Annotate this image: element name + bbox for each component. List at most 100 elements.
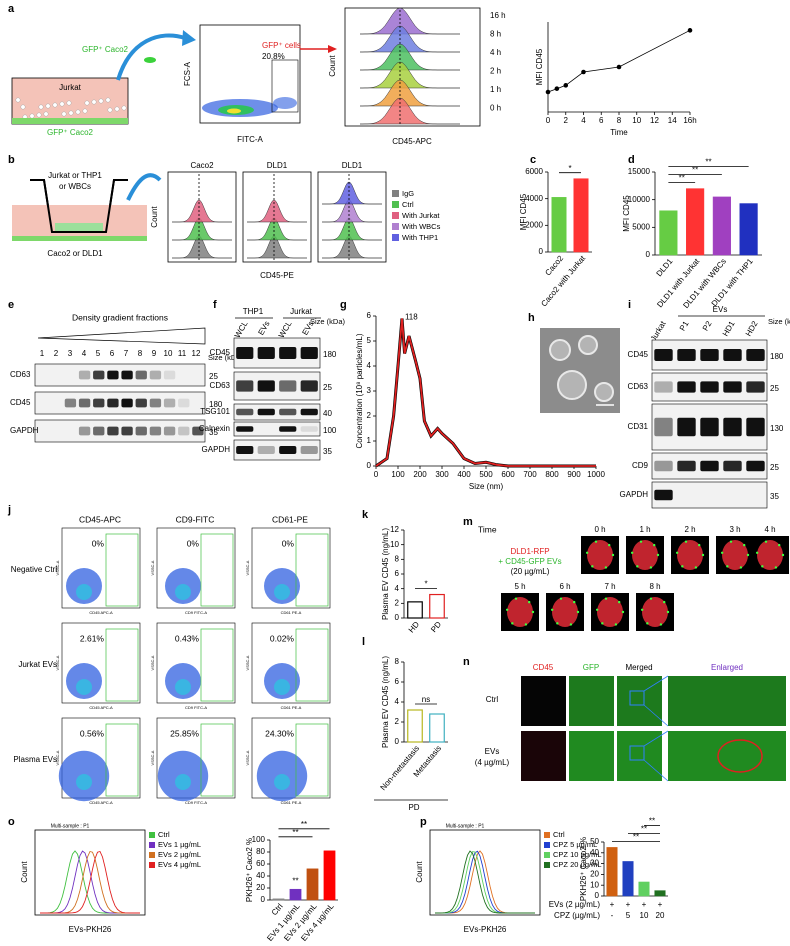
label: FCS-A: [183, 61, 192, 86]
legend-swatch: [544, 832, 550, 838]
band: [192, 426, 204, 436]
label: 1 h: [639, 525, 650, 534]
enlarged-image: [668, 731, 786, 781]
label: (20 µg/mL): [511, 567, 550, 576]
label: 40: [323, 409, 332, 418]
scatter-plot: [156, 527, 236, 609]
cell: [105, 97, 111, 103]
y-tick-label: 0: [395, 613, 400, 622]
label: CD45: [10, 398, 31, 407]
ev: [640, 608, 644, 611]
histogram-curve: [435, 850, 535, 914]
point: [563, 83, 569, 88]
legend-swatch: [392, 190, 399, 197]
label: 5: [96, 349, 101, 358]
y-axis-label: MFI CD45: [519, 193, 528, 230]
condition: +: [658, 900, 663, 909]
label: 2: [54, 349, 59, 358]
significance: **: [692, 166, 698, 175]
histogram-ridge: [172, 217, 232, 241]
condition: +: [642, 900, 647, 909]
blot: [233, 403, 321, 421]
band: [257, 408, 275, 416]
label: CD45-APC: [392, 137, 432, 146]
label: 2 h: [684, 525, 695, 534]
y-tick-label: 8: [395, 657, 400, 666]
label: CD45: [533, 663, 554, 672]
label: + CD45-GFP EVs: [498, 557, 561, 566]
bar: [429, 593, 445, 619]
histogram-ridge: [172, 199, 232, 223]
y-tick-label: 2: [367, 411, 372, 420]
label: 7: [124, 349, 129, 358]
y-tick-label: 1: [367, 436, 372, 445]
ev: [684, 540, 688, 543]
label: CD45 APC-A: [89, 610, 113, 615]
label: DLD1: [267, 161, 288, 170]
panel-label: m: [463, 516, 473, 528]
band: [178, 398, 190, 408]
x-tick-label: 0: [374, 470, 379, 479]
label: CD63: [10, 370, 31, 379]
bar: [551, 197, 567, 253]
cell: [59, 101, 65, 107]
y-tick-label: 0: [395, 737, 400, 746]
label: EVs-PKH26: [464, 925, 507, 934]
group-label: PD: [408, 803, 419, 812]
label: 9: [152, 349, 157, 358]
label: EVs: [713, 305, 728, 314]
label: 3 h: [729, 525, 740, 534]
label: CD63: [628, 382, 649, 391]
scatter-plot: [61, 527, 141, 609]
band: [93, 370, 105, 380]
label: CD31: [628, 422, 649, 431]
panel-label: k: [362, 509, 369, 521]
ev: [621, 610, 625, 614]
cell: [121, 105, 127, 111]
gate: [200, 533, 234, 607]
label: CD61 PE-A: [281, 705, 302, 710]
ev: [653, 543, 656, 547]
gate: [271, 59, 299, 113]
x-tick-label: -: [611, 911, 614, 920]
cell: [66, 100, 72, 106]
panel-label: j: [7, 504, 11, 516]
x-tick-label: 20: [656, 911, 665, 920]
ev: [720, 551, 724, 554]
histogram-ridge: [322, 217, 382, 241]
label: Time: [478, 524, 497, 534]
label: Count: [150, 206, 159, 228]
label: CD63: [210, 381, 231, 390]
band: [149, 426, 162, 436]
histogram-ridge: [247, 217, 307, 241]
panel-label: f: [213, 299, 217, 311]
y-axis-label: PKH26⁺ Caco2 %: [579, 837, 588, 901]
x-tick-label: 500: [479, 470, 493, 479]
label: 0%: [92, 538, 105, 548]
cell: [68, 110, 74, 116]
band: [135, 398, 147, 408]
bar: [622, 861, 634, 897]
ev: [666, 610, 670, 614]
label: 4: [82, 349, 87, 358]
x-tick-label: Caco2: [543, 253, 565, 277]
gate: [295, 628, 329, 702]
y-tick-label: 2: [395, 717, 400, 726]
panel-label: e: [8, 299, 14, 311]
ev: [698, 543, 701, 547]
cell: [642, 597, 668, 627]
cell: [75, 109, 81, 115]
label: CD9-FITC: [176, 514, 215, 524]
y-tick-label: 10000: [628, 195, 651, 204]
condition: +: [626, 900, 631, 909]
label: 12: [192, 349, 201, 358]
significance: **: [641, 825, 647, 834]
cell: [632, 540, 658, 570]
scatter-density: [175, 679, 191, 695]
x-tick-label: Ctrl: [270, 902, 285, 917]
y-tick-label: 0: [367, 461, 372, 470]
ev: [656, 553, 660, 557]
label: 0 h: [490, 104, 501, 113]
band: [723, 349, 742, 361]
